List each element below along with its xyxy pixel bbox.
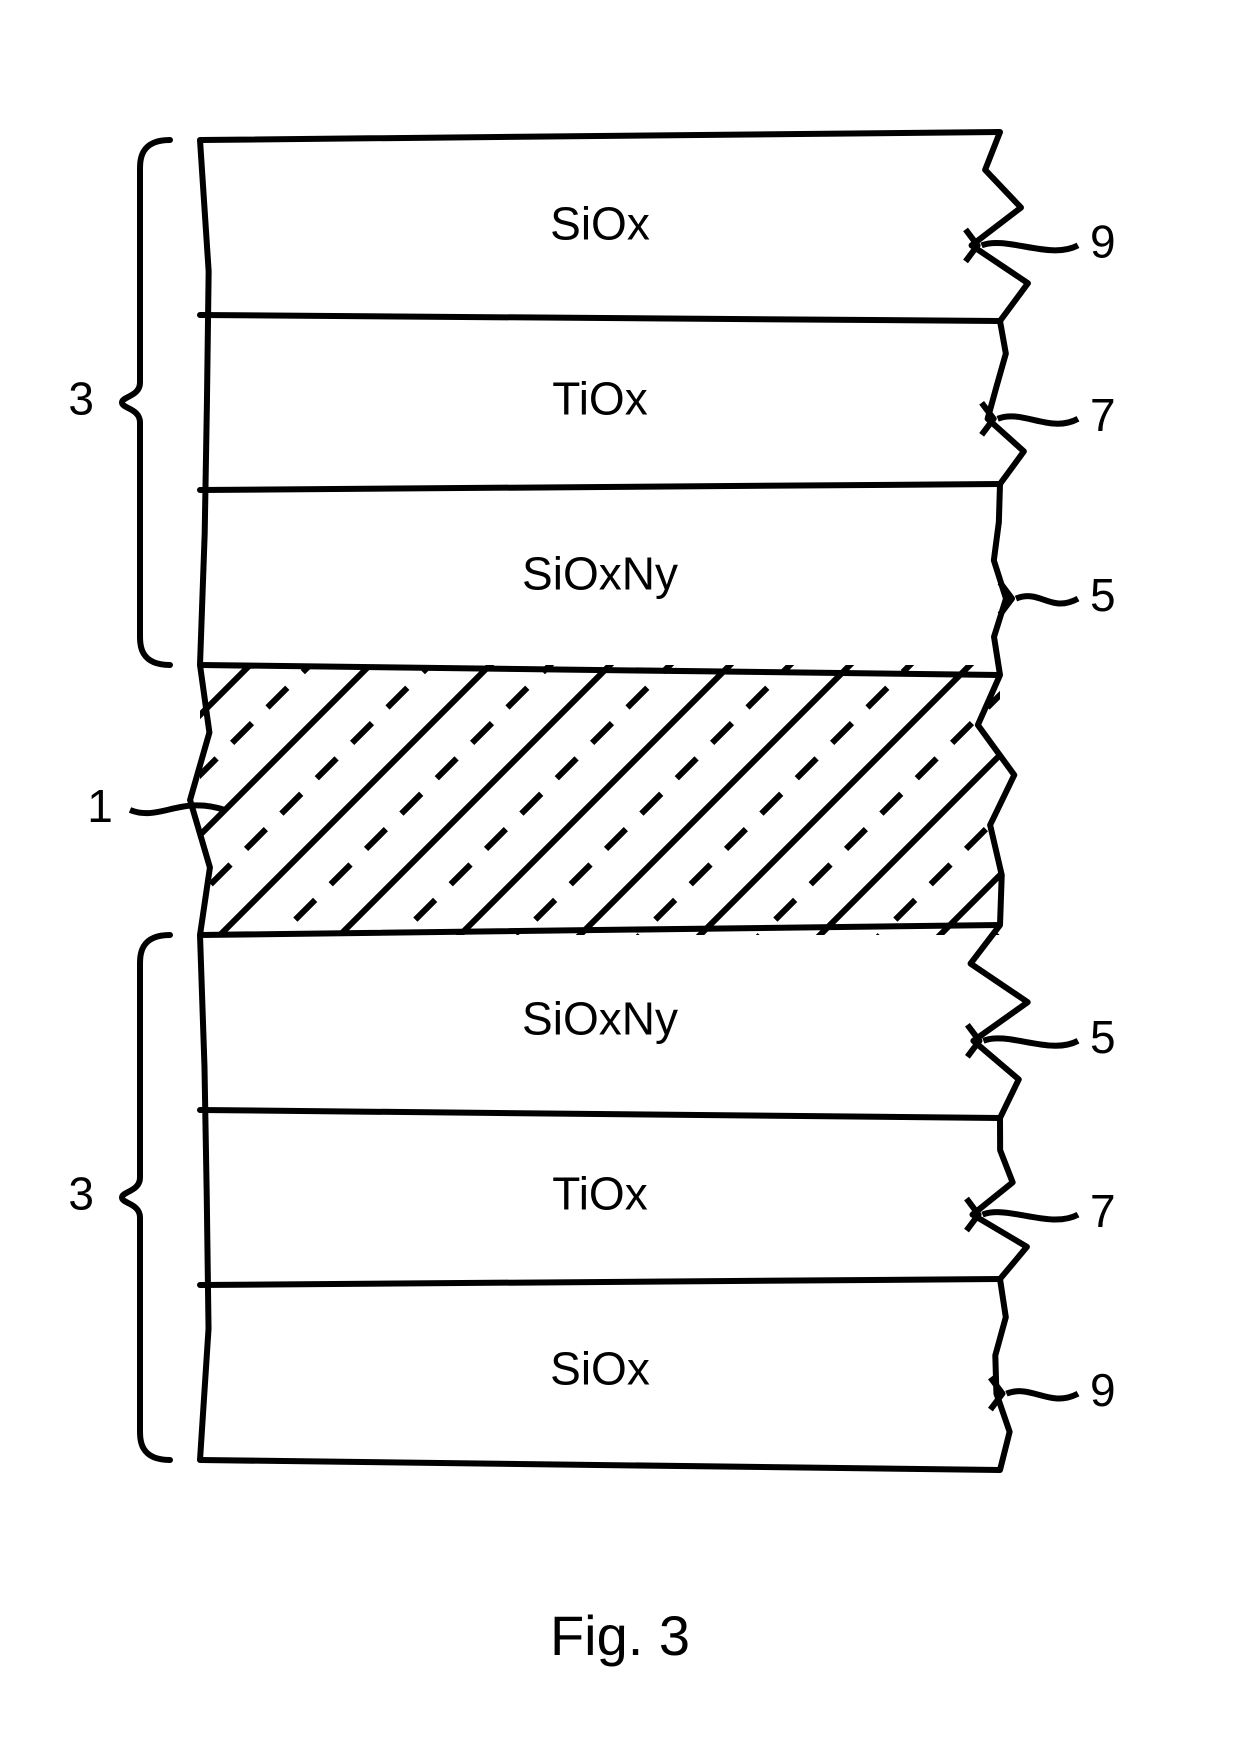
ref-number: 1 [87, 780, 113, 832]
ref-number: 5 [1090, 1011, 1116, 1063]
layer-label: TiOx [552, 1168, 647, 1220]
ref-number: 9 [1090, 216, 1116, 268]
layer-label: SiOx [550, 1343, 650, 1395]
layer-label: TiOx [552, 373, 647, 425]
layer-label: SiOxNy [522, 548, 678, 600]
layer-label: SiOx [550, 198, 650, 250]
ref-number: 5 [1090, 569, 1116, 621]
ref-number: 7 [1090, 389, 1116, 441]
ref-number: 7 [1090, 1185, 1116, 1237]
ref-number: 9 [1090, 1364, 1116, 1416]
figure-caption: Fig. 3 [550, 1604, 690, 1667]
layer-label: SiOxNy [522, 993, 678, 1045]
figure-svg: SiOx TiOx SiOxNy SiOxNy TiOx SiOx 9 7 5 5 7 9 1 3 3 Fig… [0, 0, 1240, 1737]
group-ref: 3 [68, 1168, 94, 1220]
group-ref: 3 [68, 373, 94, 425]
